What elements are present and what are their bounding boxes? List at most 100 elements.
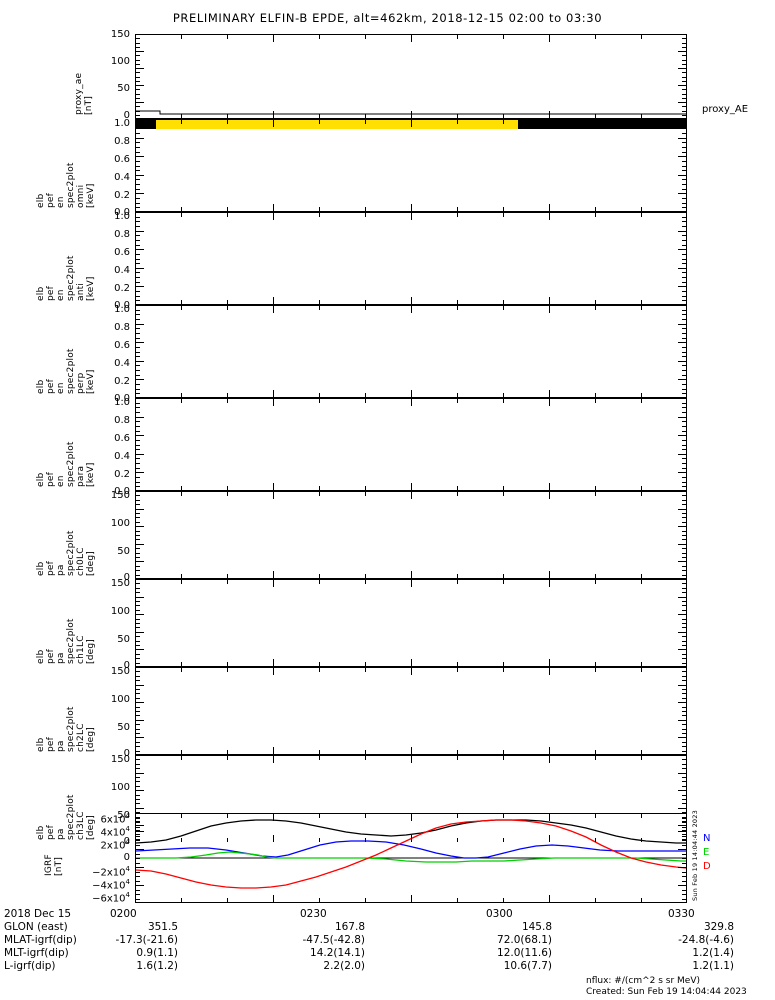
axis-tick <box>549 756 550 763</box>
axis-tick <box>682 431 686 432</box>
axis-tick <box>227 492 228 496</box>
axis-tick <box>457 838 458 842</box>
axis-tick <box>136 240 140 241</box>
axis-tick <box>136 597 144 598</box>
axis-tick <box>136 68 144 69</box>
axis-tick <box>136 175 144 176</box>
axis-tick <box>682 795 686 796</box>
axis-tick <box>227 393 228 397</box>
axis-tick <box>678 249 686 250</box>
axis-tick <box>136 221 140 222</box>
axis-tick <box>682 365 686 366</box>
axis-tick <box>411 580 412 587</box>
axis-tick <box>181 120 182 124</box>
axis-tick <box>682 370 686 371</box>
axis-tick <box>365 668 366 672</box>
axis-tick <box>682 610 686 611</box>
axis-tick <box>227 574 228 578</box>
axis-tick <box>136 836 140 837</box>
axis-tick <box>682 207 686 208</box>
axis-tick <box>181 393 182 397</box>
axis-tick <box>181 306 182 310</box>
axis-tick <box>136 268 144 269</box>
axis-tick <box>136 477 140 478</box>
axis-tick <box>682 707 686 708</box>
axis-tick <box>682 338 686 339</box>
axis-tick <box>319 662 320 666</box>
axis-tick <box>319 838 320 842</box>
proxy-ae-tick-50: 50 <box>117 83 130 94</box>
axis-tick <box>682 858 686 859</box>
omni-tick-06: 0.6 <box>114 154 130 165</box>
axis-tick <box>181 898 182 902</box>
igrf-tick-m4: −4x104 <box>92 878 130 892</box>
axis-tick <box>682 161 686 162</box>
axis-tick <box>365 492 366 496</box>
axis-tick <box>682 94 686 95</box>
igrf-trace-e <box>136 851 686 863</box>
axis-tick <box>136 729 140 730</box>
axis-tick <box>136 217 140 218</box>
axis-tick <box>273 895 274 902</box>
axis-tick <box>136 817 140 818</box>
axis-tick <box>682 781 686 782</box>
axis-tick <box>682 217 686 218</box>
axis-tick <box>682 834 686 835</box>
axis-tick <box>319 207 320 211</box>
axis-tick <box>273 659 274 666</box>
axis-tick <box>136 808 144 809</box>
axis-tick <box>136 818 140 819</box>
axis-tick <box>136 601 140 602</box>
axis-tick <box>136 641 140 642</box>
axis-tick <box>136 619 140 620</box>
axis-tick <box>136 440 140 441</box>
axis-tick <box>682 495 686 496</box>
axis-tick <box>136 711 140 712</box>
axis-tick <box>136 133 140 134</box>
ch1lc-tick-100: 100 <box>110 606 130 617</box>
axis-tick <box>682 751 686 752</box>
axis-tick <box>682 259 686 260</box>
axis-tick <box>136 98 140 99</box>
axis-tick <box>678 702 686 703</box>
axis-tick <box>678 808 686 809</box>
axis-tick <box>549 668 550 675</box>
axis-tick <box>136 845 140 846</box>
axis-tick <box>682 764 686 765</box>
axis-tick <box>678 720 686 721</box>
axis-tick <box>682 827 686 828</box>
axis-tick <box>411 668 412 675</box>
axis-tick <box>503 580 504 584</box>
axis-tick <box>136 840 140 841</box>
axis-tick <box>136 38 140 39</box>
omni-tick-00: 0.0 <box>114 207 130 218</box>
igrf-trace-total <box>136 819 686 844</box>
axis-tick <box>227 120 228 124</box>
axis-tick <box>136 449 140 450</box>
axis-tick <box>136 715 140 716</box>
axis-tick <box>682 623 686 624</box>
axis-tick <box>682 55 686 56</box>
axis-tick <box>682 412 686 413</box>
axis-tick <box>227 580 228 584</box>
axis-tick <box>682 296 686 297</box>
axis-tick <box>411 571 412 578</box>
info-col3-l: 1.2(1.1) <box>692 960 734 972</box>
axis-tick <box>595 120 596 124</box>
axis-tick <box>678 51 686 52</box>
axis-tick <box>365 114 366 118</box>
axis-tick <box>457 399 458 403</box>
axis-tick <box>682 854 686 855</box>
info-col0-mlt: 0.9(1.1) <box>136 947 178 959</box>
axis-tick <box>641 756 642 760</box>
axis-tick <box>678 324 686 325</box>
axis-tick <box>682 601 686 602</box>
axis-tick <box>136 128 140 129</box>
axis-tick <box>136 142 140 143</box>
axis-tick <box>411 399 412 406</box>
axis-tick <box>682 263 686 264</box>
axis-tick <box>319 399 320 403</box>
proxy-ae-legend: proxy_AE <box>702 104 749 115</box>
axis-tick <box>641 120 642 124</box>
axis-tick <box>273 297 274 304</box>
